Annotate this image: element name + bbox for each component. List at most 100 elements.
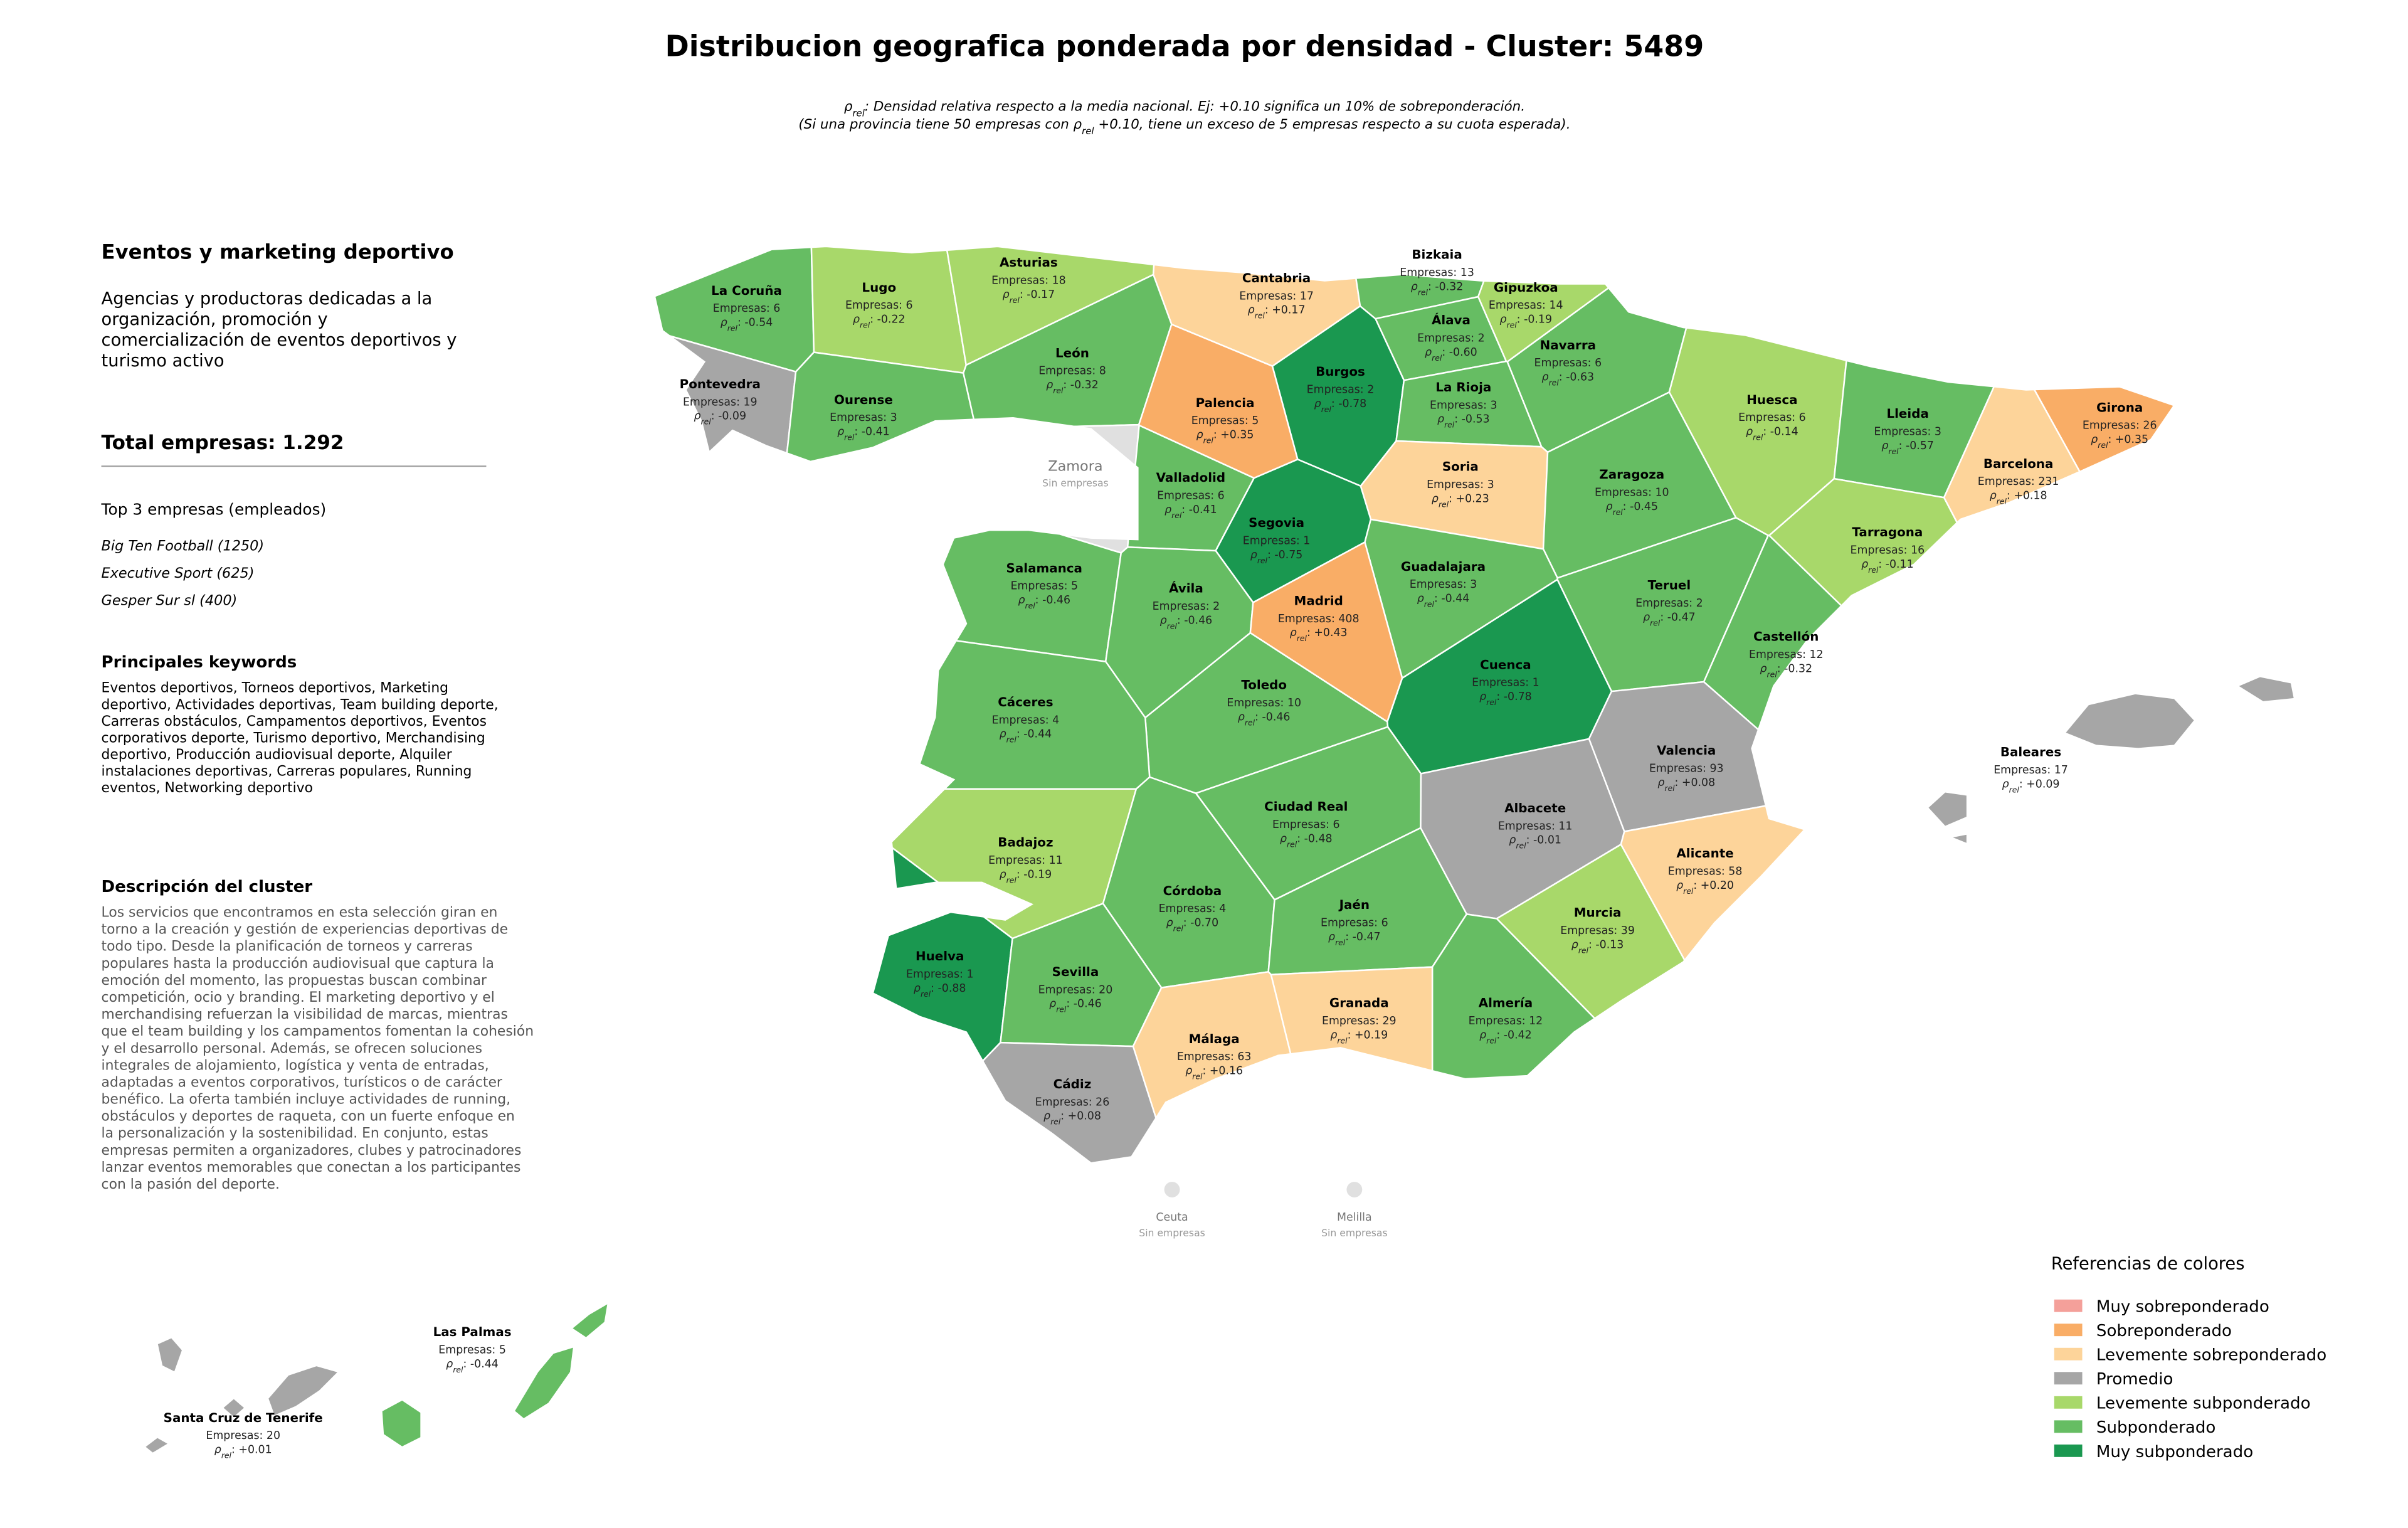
rho-symbol: ρ xyxy=(1290,627,1297,639)
count-prefix: Empresas: xyxy=(1243,535,1304,548)
rho-separator: : xyxy=(231,1444,238,1456)
rho-separator: : xyxy=(854,426,861,438)
description-line: con la pasión del deporte. xyxy=(102,1177,280,1192)
province-count: Empresas: 10 xyxy=(1227,697,1301,709)
rho-separator: : xyxy=(1017,868,1023,881)
rho-subscript: rel xyxy=(1287,839,1297,849)
province-rho: ρrel: -0.78 xyxy=(1314,398,1367,414)
rho-subscript: rel xyxy=(1167,621,1178,630)
rho-value: -0.78 xyxy=(1504,691,1532,703)
subtitle: ρrel: Densidad relativa respecto a la me… xyxy=(844,99,1525,119)
province-name: Cantabria xyxy=(1242,271,1311,285)
province-shape xyxy=(669,335,797,455)
count-prefix: Empresas: xyxy=(1278,613,1339,625)
legend-swatch xyxy=(2054,1347,2083,1361)
rho-value: -0.32 xyxy=(1070,379,1099,391)
rho-subscript: rel xyxy=(1432,353,1442,362)
rho-symbol: ρ xyxy=(1676,879,1683,892)
total: Total empresas: 1.292 xyxy=(102,432,344,454)
count-prefix: Empresas: xyxy=(1307,383,1368,396)
province-rho: ρrel: -0.47 xyxy=(1643,611,1696,627)
rho-separator: : xyxy=(1297,832,1304,845)
rho-value: -0.42 xyxy=(1504,1029,1532,1041)
count-value: 3 xyxy=(1491,399,1497,411)
rho-separator: : xyxy=(1202,1065,1209,1078)
province-rho: ρrel: +0.09 xyxy=(2002,778,2060,794)
rho-subscript: rel xyxy=(1337,1036,1348,1045)
count-value: 39 xyxy=(1621,925,1635,937)
count-prefix: Empresas: xyxy=(1153,600,1213,613)
province-count: Empresas: 1 xyxy=(906,968,974,981)
count-value: 6 xyxy=(773,302,780,315)
rho-symbol: ρ xyxy=(1990,489,1997,502)
province-name: Sevilla xyxy=(1052,965,1099,979)
rho-value: -0.46 xyxy=(1074,998,1102,1011)
count-prefix: Empresas: xyxy=(1038,984,1099,996)
rho-separator: : xyxy=(931,982,937,995)
rho-symbol: ρ xyxy=(1000,728,1006,741)
count-value: 93 xyxy=(1709,762,1723,775)
count-prefix: Empresas: xyxy=(1410,578,1471,591)
province-count: Empresas: 8 xyxy=(1038,365,1106,378)
count-prefix: Empresas: xyxy=(991,274,1052,287)
count-prefix: Empresas: xyxy=(1635,597,1696,610)
island-shape xyxy=(514,1346,574,1419)
count-prefix: Empresas: xyxy=(1157,489,1218,502)
rho-value: -0.47 xyxy=(1353,931,1381,943)
rho-symbol: ρ xyxy=(1000,868,1006,881)
count-prefix: Empresas: xyxy=(1239,290,1300,302)
count-value: 6 xyxy=(906,299,913,312)
rho-separator: : xyxy=(1020,289,1027,301)
count-value: 6 xyxy=(1595,357,1602,369)
legend-label: Levemente subponderado xyxy=(2096,1394,2311,1413)
rho-separator: : xyxy=(1442,346,1449,359)
province-name: Palencia xyxy=(1196,396,1255,410)
province-name: Jaén xyxy=(1338,898,1370,912)
province-count: Empresas: 6 xyxy=(1534,357,1602,369)
province-count: Empresas: 5 xyxy=(1010,580,1078,593)
count-value: 5 xyxy=(499,1344,506,1356)
province-name: Álava xyxy=(1432,313,1471,327)
rho-separator: : xyxy=(2007,489,2014,502)
count-value: 29 xyxy=(1383,1015,1397,1027)
description-line: obstáculos y deportes de raqueta, con un… xyxy=(102,1109,515,1125)
rho-value: -0.32 xyxy=(1435,280,1463,293)
rho-separator: : xyxy=(1496,1029,1503,1041)
title: Distribucion geografica ponderada por de… xyxy=(665,29,1704,63)
province-rho: ρrel: +0.35 xyxy=(2091,433,2148,450)
province-count: Empresas: 39 xyxy=(1560,925,1635,937)
rho-value: -0.60 xyxy=(1449,346,1477,359)
count-value: 12 xyxy=(1810,649,1824,661)
description-line: Los servicios que encontramos en esta se… xyxy=(102,905,498,921)
count-value: 20 xyxy=(267,1430,280,1442)
province-name: Melilla xyxy=(1337,1211,1372,1224)
rho-subscript: rel xyxy=(1997,496,2007,506)
count-value: 18 xyxy=(1052,274,1066,287)
province-rho: ρrel: -0.09 xyxy=(694,410,746,427)
rho-symbol: ρ xyxy=(1164,504,1171,516)
rho-subscript: rel xyxy=(727,323,738,332)
subtitle-part: ρ xyxy=(1074,117,1082,132)
rho-value: -0.88 xyxy=(938,982,966,995)
rho-symbol: ρ xyxy=(1166,916,1173,929)
province-count: Empresas: 2 xyxy=(1153,600,1220,613)
province-rho: ρrel: +0.01 xyxy=(214,1444,272,1460)
rho-subscript: rel xyxy=(1516,841,1526,850)
count-prefix: Empresas: xyxy=(1851,544,1911,556)
province-shape xyxy=(786,351,977,463)
province-count: Empresas: 14 xyxy=(1489,299,1563,312)
count-prefix: Empresas: xyxy=(1010,580,1071,593)
count-prefix: Empresas: xyxy=(683,396,744,408)
count-value: 1 xyxy=(1533,677,1539,689)
province-name: Pontevedra xyxy=(680,377,761,391)
rho-symbol: ρ xyxy=(1479,691,1486,703)
province-rho: ρrel: -0.46 xyxy=(1049,998,1102,1014)
rho-subscript: rel xyxy=(1439,499,1449,509)
island-shape xyxy=(571,1302,609,1339)
province-count: Empresas: 10 xyxy=(1595,487,1669,499)
rho-symbol: ρ xyxy=(1643,611,1650,623)
rho-separator: : xyxy=(1255,711,1262,723)
province-count: Empresas: 12 xyxy=(1469,1015,1543,1027)
rho-separator: : xyxy=(1763,426,1770,438)
